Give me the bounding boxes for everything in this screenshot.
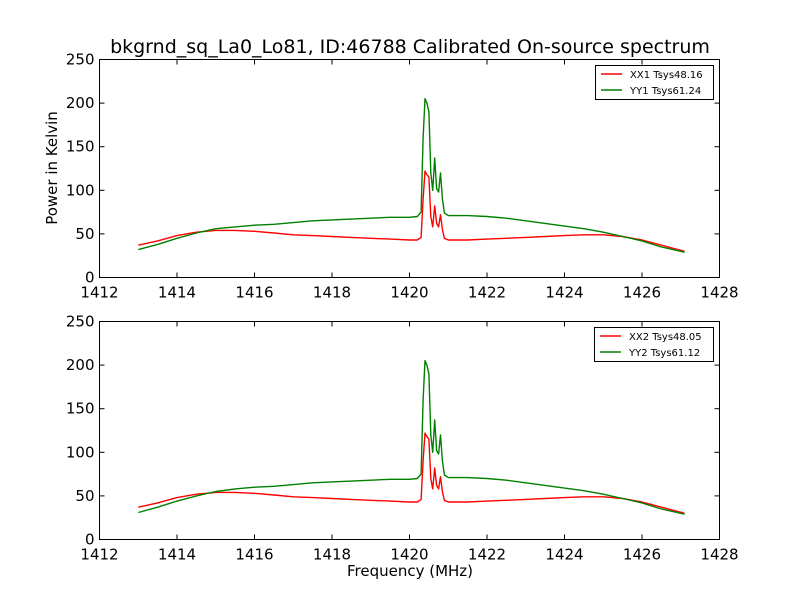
- bottom-x-tick-label: 1418: [313, 546, 351, 564]
- bottom-x-tick-label: 1420: [390, 546, 428, 564]
- top-legend-box: [595, 65, 714, 100]
- top-x-tick-label: 1414: [158, 284, 196, 302]
- top-x-tick-label: 1418: [313, 284, 351, 302]
- top-y-tick-label: 250: [66, 51, 95, 69]
- top-legend-label-yy: YY1 Tsys61.24: [629, 86, 701, 97]
- top-y-tick-labels: 0 50 100 150 200 250: [66, 51, 95, 287]
- bottom-x-tick-label: 1422: [468, 546, 506, 564]
- bottom-x-tick-label: 1428: [700, 546, 738, 564]
- top-x-tick-label: 1412: [80, 284, 118, 302]
- bottom-x-tick-label: 1416: [235, 546, 273, 564]
- top-x-tick-label: 1416: [235, 284, 273, 302]
- bottom-legend-box: [594, 327, 714, 362]
- top-x-tick-label: 1426: [623, 284, 661, 302]
- bottom-x-tick-label: 1424: [545, 546, 583, 564]
- top-x-tick-label: 1424: [545, 284, 583, 302]
- bottom-y-tick-labels: 0 50 100 150 200 250: [66, 313, 95, 549]
- bottom-x-tick-label: 1412: [80, 546, 118, 564]
- bottom-legend: XX2 Tsys48.05 YY2 Tsys61.12: [594, 327, 714, 362]
- bottom-x-tick-label: 1414: [158, 546, 196, 564]
- top-y-tick-label: 200: [66, 94, 95, 112]
- top-legend: XX1 Tsys48.16 YY1 Tsys61.24: [595, 65, 714, 100]
- top-subplot: 0 50 100 150 200 250 1412 1414 1416 1418 1420 1422…: [43, 51, 739, 302]
- bottom-series-lines: [138, 360, 685, 515]
- top-legend-label-xx: XX1 Tsys48.16: [630, 70, 703, 81]
- top-y-axis-label: Power in Kelvin: [43, 111, 61, 225]
- bottom-y-tick-label: 200: [66, 356, 95, 374]
- bottom-x-tick-label: 1426: [623, 546, 661, 564]
- bottom-y-tick-label: 150: [66, 400, 95, 418]
- top-series-lines: [138, 97, 685, 253]
- top-x-tick-label: 1420: [390, 284, 428, 302]
- top-series-line-yy: [138, 97, 685, 253]
- top-x-tick-labels: 1412 1414 1416 1418 1420 1422 1424 1426 1428: [80, 284, 738, 302]
- top-series-line-xx: [138, 170, 685, 252]
- figure-title: bkgrnd_sq_La0_Lo81, ID:46788 Calibrated …: [110, 36, 710, 58]
- bottom-series-line-xx: [138, 432, 685, 514]
- top-x-tick-label: 1428: [700, 284, 738, 302]
- bottom-y-tick-label: 0: [85, 531, 95, 549]
- top-tick-marks: [99, 59, 720, 278]
- bottom-y-tick-label: 50: [75, 487, 94, 505]
- x-axis-label: Frequency (MHz): [347, 562, 473, 580]
- top-y-tick-label: 0: [85, 269, 95, 287]
- top-y-tick-label: 150: [66, 138, 95, 156]
- top-y-tick-label: 50: [75, 225, 94, 243]
- top-y-tick-label: 100: [66, 181, 95, 199]
- bottom-legend-label-yy: YY2 Tsys61.12: [628, 348, 700, 359]
- bottom-y-tick-label: 250: [66, 313, 95, 331]
- bottom-tick-marks: [99, 321, 720, 540]
- bottom-x-tick-labels: 1412 1414 1416 1418 1420 1422 1424 1426 1428: [80, 546, 738, 564]
- bottom-subplot: 0 50 100 150 200 250 1412 1414 1416 1418 1420 1422…: [66, 313, 739, 564]
- bottom-y-tick-label: 100: [66, 443, 95, 461]
- bottom-legend-label-xx: XX2 Tsys48.05: [629, 332, 702, 343]
- top-x-tick-label: 1422: [468, 284, 506, 302]
- bottom-series-line-yy: [138, 360, 685, 515]
